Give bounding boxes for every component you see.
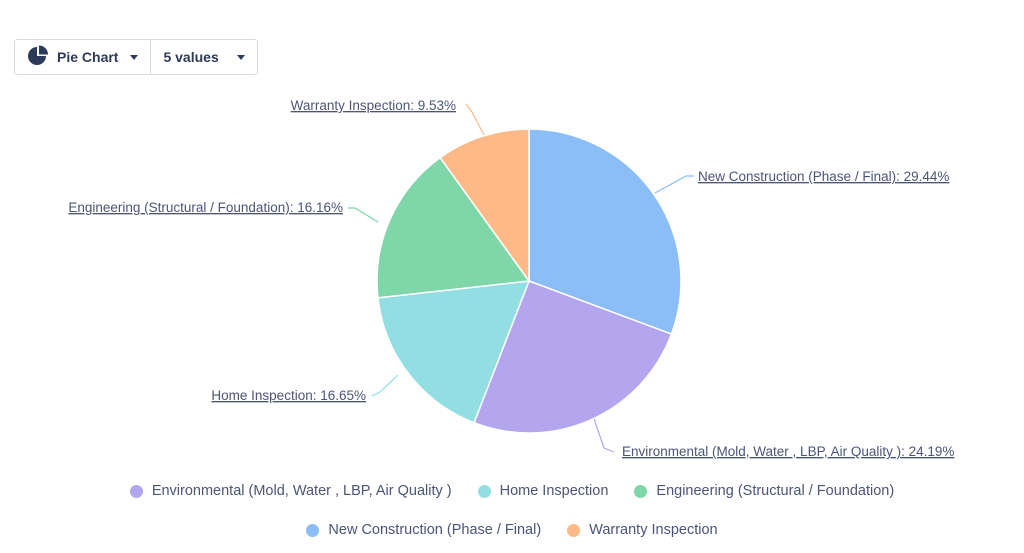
legend-item[interactable]: New Construction (Phase / Final)	[306, 522, 541, 538]
label-leader-line	[371, 374, 399, 397]
legend-label: Environmental (Mold, Water , LBP, Air Qu…	[151, 483, 452, 499]
legend-item[interactable]: Home Inspection	[477, 483, 609, 499]
label-leader-line	[654, 175, 694, 194]
slice-label[interactable]: Warranty Inspection: 9.53%	[291, 98, 456, 113]
label-leader-line	[465, 103, 485, 136]
slice-label[interactable]: Home Inspection: 16.65%	[211, 388, 366, 403]
legend-dot-icon	[129, 484, 143, 498]
legend-row: Environmental (Mold, Water , LBP, Air Qu…	[0, 483, 1024, 499]
chart-toolbar: Pie Chart 5 values	[14, 39, 258, 75]
legend-dot-icon	[567, 523, 581, 537]
chevron-down-icon	[236, 54, 245, 60]
legend-item[interactable]: Environmental (Mold, Water , LBP, Air Qu…	[129, 483, 452, 499]
legend-label: New Construction (Phase / Final)	[328, 522, 542, 538]
chart-type-label: Pie Chart	[57, 49, 119, 65]
pie-slice[interactable]	[528, 128, 682, 336]
pie-chart: New Construction (Phase / Final): 29.44%…	[68, 98, 954, 459]
legend-dot-icon	[477, 484, 491, 498]
pie-slice[interactable]	[439, 128, 530, 284]
legend-label: Engineering (Structural / Foundation)	[656, 483, 895, 499]
pie-slice[interactable]	[376, 156, 531, 299]
slice-label[interactable]: New Construction (Phase / Final): 29.44%	[698, 169, 949, 184]
label-leader-line	[593, 418, 615, 453]
label-leader-line	[348, 207, 379, 223]
values-label: 5 values	[163, 49, 219, 65]
legend-item[interactable]: Warranty Inspection	[567, 522, 718, 538]
pie-chart-icon	[27, 45, 49, 70]
slice-label[interactable]: Engineering (Structural / Foundation): 1…	[68, 200, 343, 215]
legend-dot-icon	[634, 484, 648, 498]
legend-row: New Construction (Phase / Final) Warranty…	[0, 522, 1024, 538]
slice-label[interactable]: Environmental (Mold, Water , LBP, Air Qu…	[622, 444, 954, 459]
legend-label: Warranty Inspection	[589, 522, 718, 538]
legend-label: Home Inspection	[499, 483, 609, 499]
pie-slice[interactable]	[473, 280, 673, 434]
chart-type-dropdown[interactable]: Pie Chart	[15, 40, 150, 74]
legend-dot-icon	[306, 523, 320, 537]
legend-item[interactable]: Engineering (Structural / Foundation)	[634, 483, 894, 499]
values-dropdown[interactable]: 5 values	[150, 40, 256, 74]
pie-slice[interactable]	[377, 280, 531, 424]
chevron-down-icon	[130, 54, 139, 60]
